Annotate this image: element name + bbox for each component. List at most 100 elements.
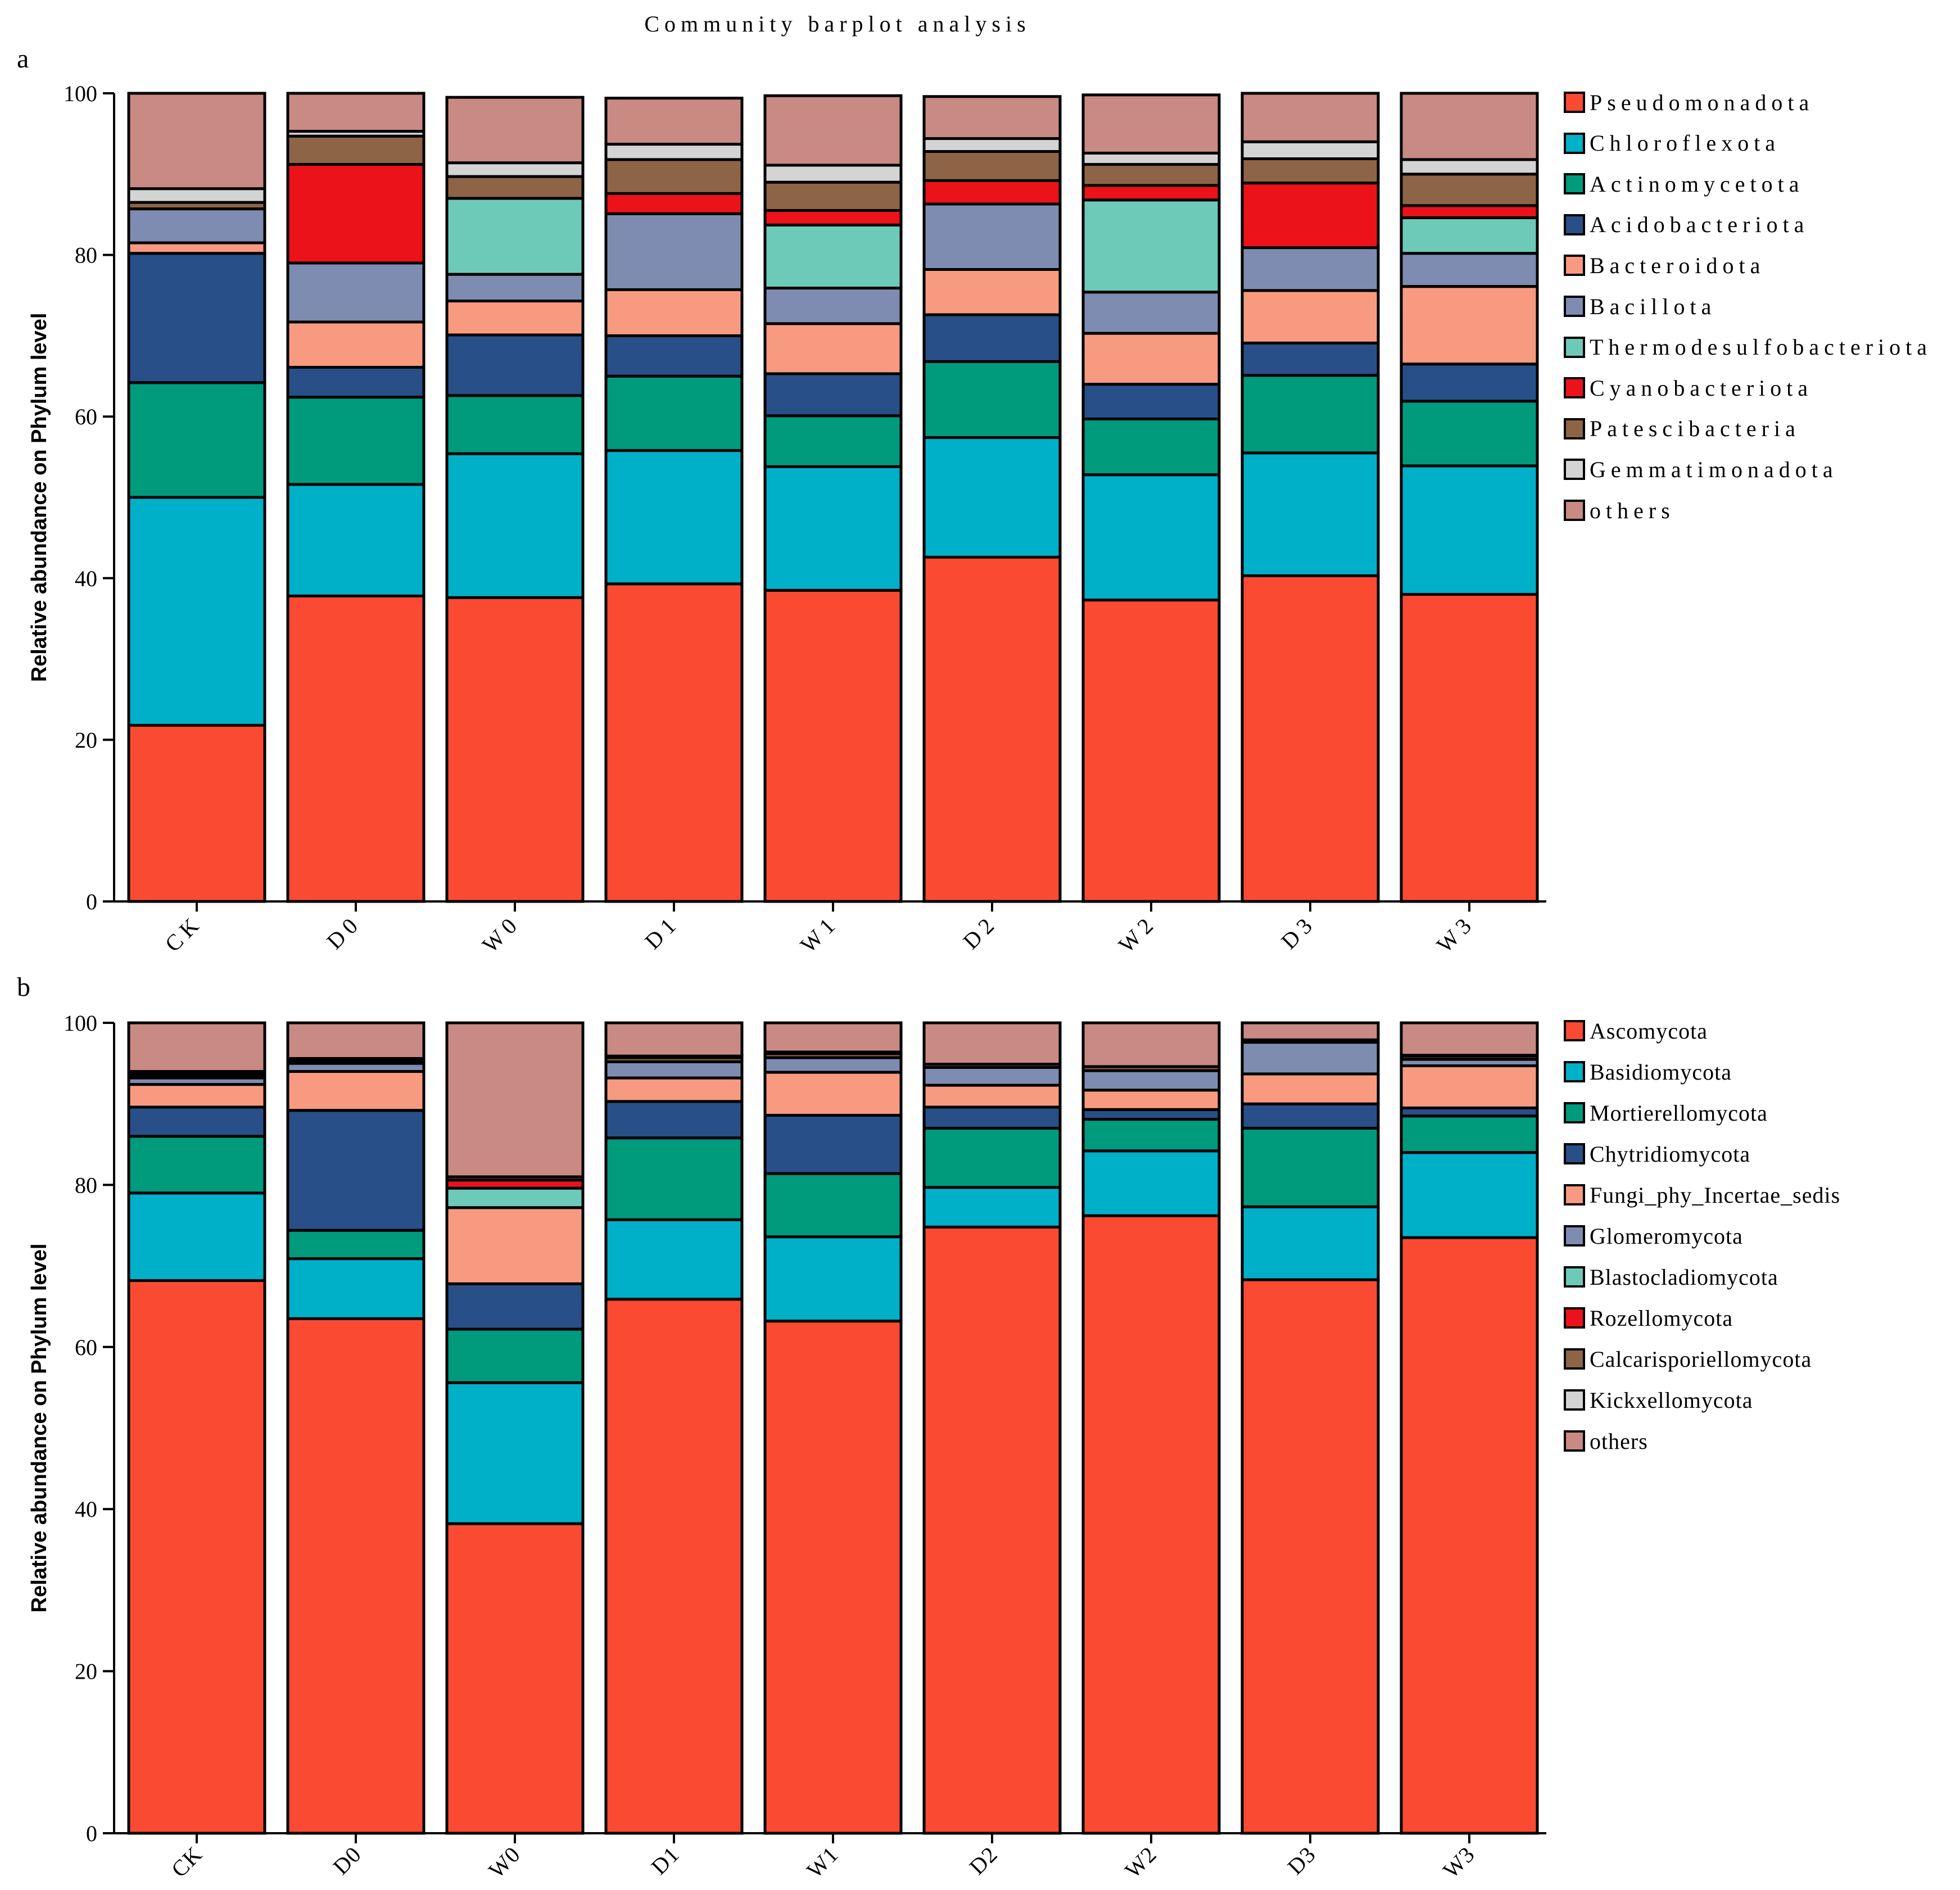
bar-segment-others — [445, 1021, 585, 1179]
y-axis-label: Relative abundance on Phylum level — [28, 1244, 51, 1613]
bar-segment-bacillota — [1400, 252, 1539, 288]
bar-segment-chloroflexota — [1081, 473, 1221, 602]
bar-segment-fungi_phy_incertae_sedis — [1400, 1064, 1539, 1109]
bar-segment-pseudomonadota — [1241, 574, 1380, 903]
legend-swatch — [1564, 173, 1585, 195]
bar-segment-patescibacteria — [922, 150, 1062, 182]
bar-segment-ascomycota — [604, 1298, 744, 1835]
legend-item: Thermodesulfobacteriota — [1564, 330, 1932, 364]
bar-segment-actinomycetota — [604, 374, 744, 452]
bar-segment-cyanobacteriota — [604, 192, 744, 215]
bar-segment-basidiomycota — [286, 1257, 426, 1320]
bar-segment-cyanobacteriota — [763, 209, 903, 226]
bar-segment-actinomycetota — [922, 360, 1062, 439]
x-tick-label: D2 — [958, 910, 1002, 954]
bar-segment-patescibacteria — [604, 158, 744, 195]
bar-segment-cyanobacteriota — [286, 163, 426, 265]
y-tick-label: 100 — [64, 81, 97, 106]
bar-segment-others — [445, 96, 585, 165]
bar-segment-ascomycota — [445, 1522, 585, 1835]
bar-segment-ascomycota — [1081, 1214, 1221, 1835]
bar-segment-cyanobacteriota — [1081, 184, 1221, 202]
x-tick-label: W1 — [802, 1842, 843, 1883]
x-tick-label: D3 — [1276, 910, 1320, 954]
bar-segment-thermodesulfobacteriota — [445, 197, 585, 276]
legend-label: Calcarisporiellomycota — [1590, 1346, 1812, 1372]
legend-item: Pseudomonadota — [1564, 85, 1814, 119]
legend-item: Glomeromycota — [1564, 1219, 1743, 1253]
bar-segment-others — [763, 1021, 903, 1054]
bar-segment-others — [127, 1021, 266, 1073]
x-tick-label: W3 — [1438, 1842, 1479, 1883]
bar-segment-others — [763, 94, 903, 167]
bar-segment-others — [286, 1021, 426, 1060]
x-tick-label: D0 — [322, 910, 366, 954]
bar-segment-patescibacteria — [763, 180, 903, 212]
legend-item: Rozellomycota — [1564, 1301, 1733, 1335]
legend-item: Basidiomycota — [1564, 1055, 1732, 1089]
bar-segment-mortierellomycota — [1081, 1118, 1221, 1153]
bar-segment-bacteroidota — [922, 268, 1062, 316]
bar-segment-mortierellomycota — [604, 1136, 744, 1221]
bar-segment-pseudomonadota — [922, 555, 1062, 903]
bar-segment-basidiomycota — [1400, 1151, 1539, 1239]
legend-label: Blastocladiomycota — [1590, 1264, 1778, 1290]
legend-swatch — [1564, 214, 1585, 235]
legend-label: Basidiomycota — [1590, 1059, 1732, 1085]
bar-segment-mortierellomycota — [445, 1327, 585, 1384]
legend-swatch — [1564, 1225, 1585, 1247]
bar-segment-ascomycota — [763, 1320, 903, 1835]
bar-segment-basidiomycota — [763, 1235, 903, 1323]
bar-segment-bacillota — [1241, 246, 1380, 292]
bar-segment-acidobacteriota — [1081, 383, 1221, 421]
x-tick-label: W2 — [1120, 1842, 1161, 1883]
bar-segment-patescibacteria — [1400, 173, 1539, 207]
legend-swatch — [1564, 1020, 1585, 1041]
bar-segment-pseudomonadota — [445, 596, 585, 903]
legend-swatch — [1564, 418, 1585, 439]
bar-segment-bacillota — [604, 212, 744, 291]
legend-item: Cyanobacteriota — [1564, 371, 1813, 405]
bar-segment-pseudomonadota — [286, 594, 426, 903]
bar-segment-actinomycetota — [1400, 400, 1539, 468]
bar-segment-gemmatimonadota — [1400, 158, 1539, 176]
legend-item: Mortierellomycota — [1564, 1096, 1768, 1130]
bar-segment-chytridiomycota — [445, 1282, 585, 1331]
y-tick-label: 80 — [75, 1172, 97, 1198]
y-tick-label: 60 — [75, 404, 97, 429]
bar-segment-cyanobacteriota — [922, 179, 1062, 206]
legend-swatch — [1564, 1266, 1585, 1288]
bar-segment-glomeromycota — [922, 1066, 1062, 1087]
legend-item: Ascomycota — [1564, 1014, 1708, 1048]
bar-segment-mortierellomycota — [922, 1126, 1062, 1189]
bar-segment-chloroflexota — [763, 465, 903, 592]
bar-segment-basidiomycota — [1081, 1149, 1221, 1217]
bar-segment-fungi_phy_incertae_sedis — [604, 1076, 744, 1103]
bar-segment-glomeromycota — [1241, 1041, 1380, 1076]
x-tick-label: W0 — [477, 910, 525, 958]
bar-segment-actinomycetota — [1081, 418, 1221, 477]
bar-segment-thermodesulfobacteriota — [1081, 198, 1221, 294]
panel-label: a — [17, 44, 29, 74]
x-tick-label: D1 — [646, 1842, 685, 1880]
legend-swatch — [1564, 459, 1585, 481]
bar-segment-glomeromycota — [604, 1060, 744, 1080]
bar-segment-patescibacteria — [445, 175, 585, 200]
bar-segment-bacteroidota — [445, 300, 585, 337]
legend-swatch — [1564, 1102, 1585, 1123]
legend-label: Glomeromycota — [1590, 1223, 1743, 1249]
bar-segment-bacteroidota — [1400, 285, 1539, 366]
bar-segment-chloroflexota — [286, 483, 426, 597]
bar-segment-others — [604, 97, 744, 146]
bar-segment-mortierellomycota — [127, 1135, 266, 1195]
bar-segment-chytridiomycota — [604, 1100, 744, 1140]
bar-segment-chloroflexota — [604, 449, 744, 586]
bar-segment-chloroflexota — [922, 436, 1062, 559]
y-tick-label: 20 — [75, 727, 97, 753]
x-tick-label: W0 — [483, 1842, 525, 1883]
bar-segment-basidiomycota — [604, 1218, 744, 1301]
legend-swatch — [1564, 336, 1585, 358]
panel-b-fungi-chart: b Relative abundance on Phylum level 0 20 40… — [17, 972, 1546, 1883]
bar-segment-bacillota — [286, 261, 426, 324]
bar-segment-patescibacteria — [1241, 157, 1380, 185]
